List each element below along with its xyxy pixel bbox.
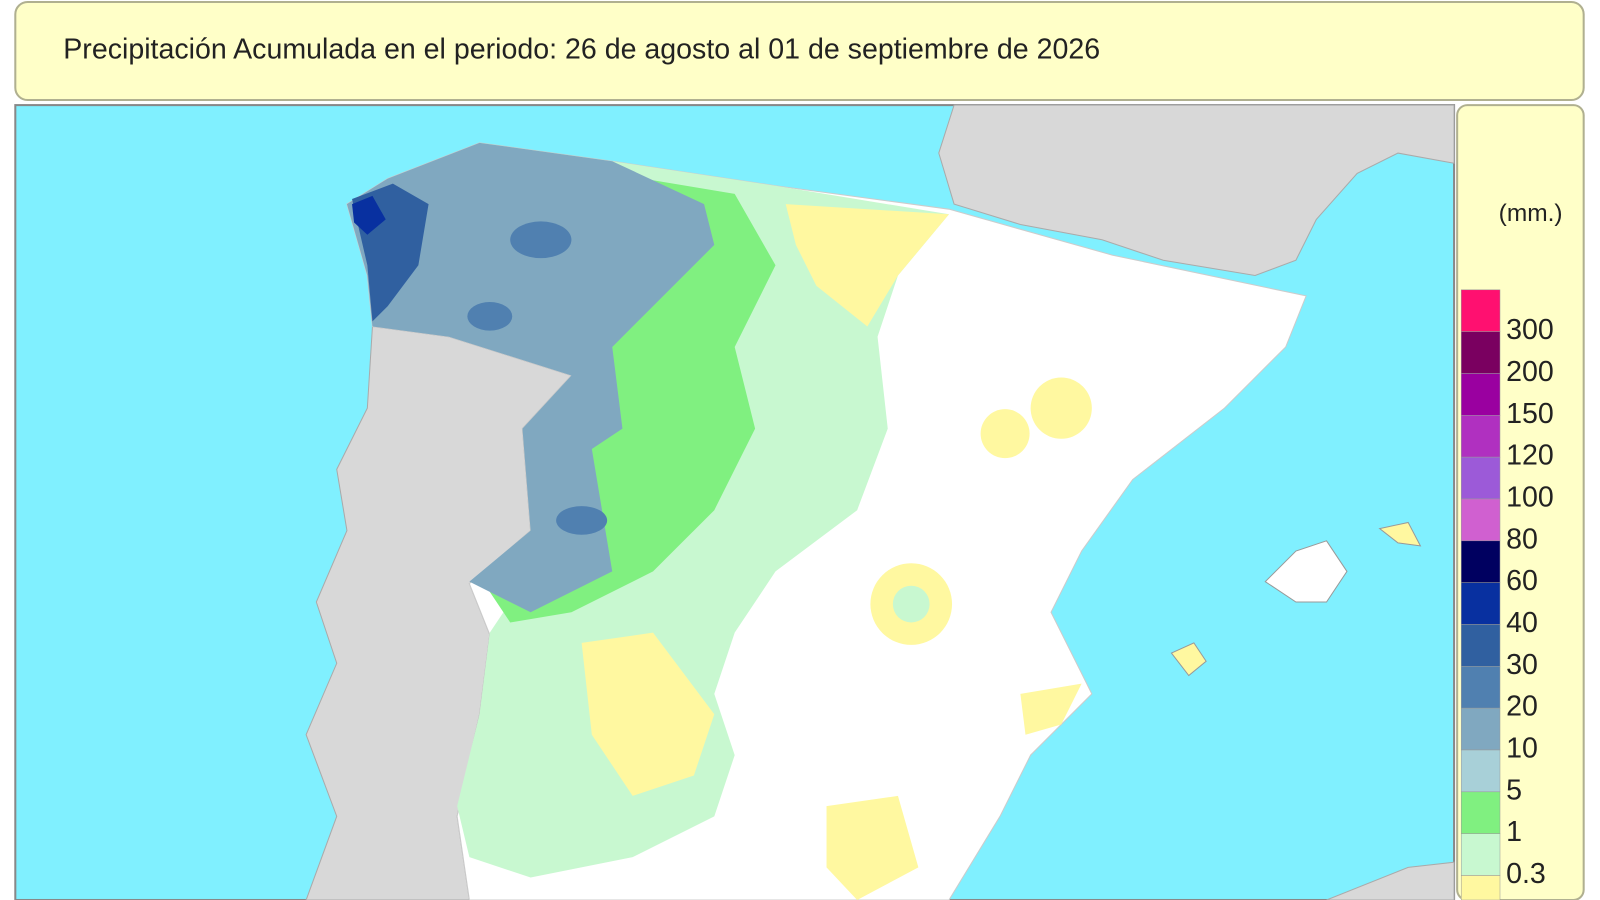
legend-swatch	[1460, 373, 1501, 416]
legend-label: 0.3	[1506, 858, 1546, 890]
legend-swatch	[1460, 833, 1501, 876]
france	[938, 104, 1455, 277]
zone-20-30mm	[346, 142, 715, 613]
legend-swatch	[1460, 875, 1501, 900]
zone-30-40mm	[556, 506, 608, 535]
title-box	[14, 1, 1585, 102]
legend-unit: (mm.)	[1499, 200, 1563, 227]
legend-label: 120	[1506, 440, 1554, 472]
legend-swatch	[1460, 456, 1501, 500]
zone-30-40mm	[510, 221, 572, 259]
legend-swatch	[1460, 498, 1501, 542]
legend-label: 5	[1506, 774, 1522, 806]
legend-label: 150	[1506, 398, 1554, 430]
legend-swatch	[1460, 582, 1501, 625]
legend-label: 20	[1506, 691, 1538, 723]
zone-30-40mm	[467, 302, 513, 331]
zone-0.3-1mm	[581, 632, 715, 796]
legend-swatch	[1460, 289, 1501, 332]
legend-swatch	[1460, 624, 1501, 667]
legend-label: 300	[1506, 314, 1554, 346]
zone-60-80mm	[352, 195, 386, 235]
legend-label: 1	[1506, 816, 1522, 848]
legend-label: 200	[1506, 356, 1554, 388]
legend-swatch	[1460, 749, 1501, 793]
legend-swatch	[1460, 707, 1501, 751]
legend-label: 40	[1506, 607, 1538, 639]
legend-label: 60	[1506, 565, 1538, 597]
zone-0.3-1mm	[1020, 683, 1082, 735]
map-title: Precipitación Acumulada en el periodo: 2…	[63, 34, 1100, 66]
zone-0.3-1mm	[1030, 377, 1092, 439]
legend: 300 200 150 120 100 80 60 40 30 20 10 5 1 0.3	[1460, 289, 1554, 900]
legend-swatch	[1460, 540, 1501, 583]
legend-swatch	[1460, 791, 1501, 834]
ibiza	[1170, 642, 1207, 677]
zone-0.3-1mm	[826, 795, 919, 900]
legend-label: 80	[1506, 523, 1538, 555]
legend-swatch	[1460, 415, 1501, 458]
mallorca	[1264, 540, 1348, 603]
zone-0.3-1mm	[980, 409, 1030, 459]
zone-0.3-1mm	[785, 204, 949, 327]
legend-swatch	[1460, 666, 1501, 709]
menorca	[1378, 521, 1422, 547]
legend-swatch	[1460, 331, 1501, 374]
legend-label: 10	[1506, 733, 1538, 765]
legend-label: 30	[1506, 649, 1538, 681]
zone-1-5mm	[892, 585, 930, 623]
legend-label: 100	[1506, 482, 1554, 514]
map	[14, 104, 1456, 900]
